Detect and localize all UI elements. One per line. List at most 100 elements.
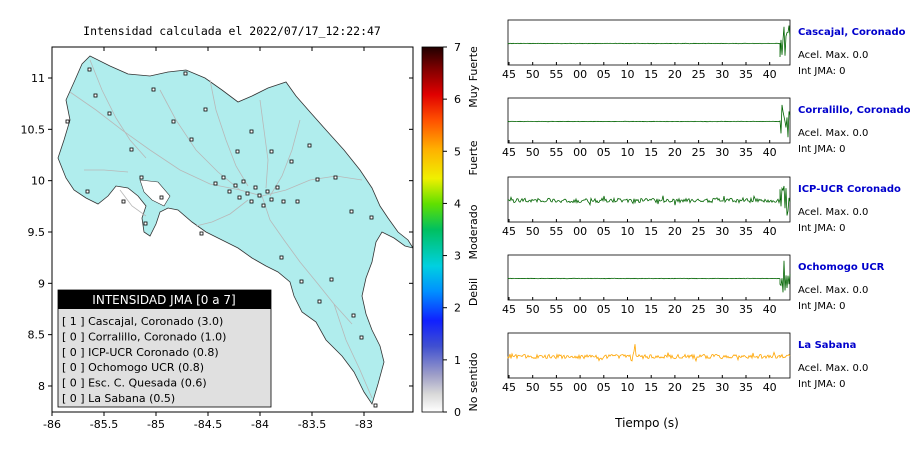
trace-x-tick-label: 10 (621, 146, 635, 159)
trace-x-tick-label: 15 (644, 225, 658, 238)
trace-x-tick-label: 30 (715, 381, 729, 394)
trace-x-tick-label: 15 (644, 146, 658, 159)
map-x-tick-label: -83 (355, 418, 373, 431)
trace-panel: 45 50 55 00 05 10 15 20 25 30 35 40 Cascajal, Corona… (502, 19, 906, 81)
trace-panel: 45 50 55 00 05 10 15 20 25 30 35 40 ICP-UCR Coronado… (502, 176, 901, 238)
colorbar-tick-label: 1 (454, 354, 461, 367)
waveform-trace (507, 25, 791, 58)
map-y-tick-label: 8.5 (28, 329, 46, 342)
trace-x-tick-label: 20 (668, 68, 682, 81)
trace-x-tick-label: 50 (526, 146, 540, 159)
colorbar-tick-label: 5 (454, 145, 461, 158)
trace-panel: 45 50 55 00 05 10 15 20 25 30 35 40 Ochomogo UCR Acel… (502, 254, 885, 316)
map-x-tick-label: -85 (147, 418, 165, 431)
colorbar-category-label: Debil (467, 278, 480, 306)
trace-x-tick-label: 05 (597, 68, 611, 81)
waveform-trace (507, 185, 791, 216)
trace-x-tick-label: 50 (526, 68, 540, 81)
legend-item: [ 0 ] Ochomogo UCR (0.8) (62, 361, 204, 374)
trace-frame (507, 176, 791, 223)
waveform-panel: 45 50 55 00 05 10 15 20 25 30 35 40 Cascajal, Corona… (502, 19, 910, 394)
trace-x-tick-label: 50 (526, 225, 540, 238)
station-name: La Sabana (798, 340, 856, 351)
map-x-tick-label: -85.5 (90, 418, 118, 431)
trace-x-tick-label: 05 (597, 381, 611, 394)
trace-x-tick-label: 30 (715, 146, 729, 159)
waveform-trace (507, 104, 791, 138)
trace-x-tick-label: 20 (668, 146, 682, 159)
legend-item: [ 0 ] La Sabana (0.5) (62, 392, 175, 405)
trace-x-tick-label: 25 (692, 146, 706, 159)
trace-x-tick-label: 15 (644, 303, 658, 316)
trace-x-tick-label: 00 (573, 68, 587, 81)
trace-x-tick-label: 30 (715, 303, 729, 316)
colorbar-tick-label: 4 (454, 197, 461, 210)
station-accel: Acel. Max. 0.0 (798, 363, 868, 374)
map-x-tick-label: -84 (251, 418, 269, 431)
colorbar-tick-label: 6 (454, 93, 461, 106)
legend-item: [ 0 ] Corralillo, Coronado (1.0) (62, 330, 226, 343)
trace-x-tick-label: 45 (502, 68, 516, 81)
station-markers (65, 67, 378, 408)
trace-x-tick-label: 00 (573, 381, 587, 394)
colorbar-category-label: Fuerte (467, 140, 480, 175)
trace-x-tick-label: 55 (549, 146, 563, 159)
waveform-trace (507, 344, 791, 363)
map-y-tick-label: 10 (31, 175, 45, 188)
traces-xlabel: Tiempo (s) (614, 416, 679, 430)
colorbar-tick-label: 2 (454, 302, 461, 315)
station-name: ICP-UCR Coronado (798, 184, 901, 195)
trace-x-tick-label: 35 (739, 225, 753, 238)
trace-x-tick-label: 25 (692, 303, 706, 316)
trace-x-tick-label: 40 (763, 303, 777, 316)
trace-x-tick-label: 45 (502, 225, 516, 238)
map-y-tick-label: 10.5 (21, 123, 46, 136)
legend-title: INTENSIDAD JMA [0 a 7] (92, 293, 235, 307)
station-intensity: Int JMA: 0 (798, 66, 846, 77)
colorbar-tick-label: 0 (454, 406, 461, 419)
trace-x-tick-label: 05 (597, 146, 611, 159)
trace-x-tick-label: 55 (549, 68, 563, 81)
trace-frame (507, 97, 791, 144)
station-intensity: Int JMA: 0 (798, 223, 846, 234)
trace-x-tick-label: 25 (692, 225, 706, 238)
trace-x-tick-label: 35 (739, 68, 753, 81)
trace-x-tick-label: 05 (597, 303, 611, 316)
trace-frame (507, 19, 791, 66)
trace-frame (507, 254, 791, 301)
trace-x-tick-label: 35 (739, 146, 753, 159)
trace-x-tick-label: 00 (573, 146, 587, 159)
trace-panel: 45 50 55 00 05 10 15 20 25 30 35 40 La Sabana Acel. M… (502, 332, 868, 394)
station-accel: Acel. Max. 0.0 (798, 207, 868, 218)
legend-item: [ 0 ] Esc. C. Quesada (0.6) (62, 377, 207, 390)
trace-x-tick-label: 40 (763, 225, 777, 238)
trace-x-tick-label: 50 (526, 381, 540, 394)
trace-x-tick-label: 10 (621, 68, 635, 81)
trace-x-tick-label: 20 (668, 381, 682, 394)
trace-x-tick-label: 20 (668, 225, 682, 238)
trace-panel: 45 50 55 00 05 10 15 20 25 30 35 40 Corralillo, Coro… (502, 97, 910, 159)
map-y-tick-label: 8 (38, 380, 45, 393)
trace-x-tick-label: 55 (549, 225, 563, 238)
trace-x-tick-label: 10 (621, 225, 635, 238)
trace-x-tick-label: 10 (621, 381, 635, 394)
map-title: Intensidad calculada el 2022/07/17_12:22… (83, 24, 381, 38)
trace-x-tick-label: 10 (621, 303, 635, 316)
station-accel: Acel. Max. 0.0 (798, 285, 868, 296)
station-name: Corralillo, Coronado (798, 105, 910, 116)
map-y-axis: 11 10.5 10 9.5 9 8.5 8 (21, 72, 413, 393)
trace-x-tick-label: 55 (549, 303, 563, 316)
trace-x-tick-label: 50 (526, 303, 540, 316)
trace-x-tick-label: 15 (644, 68, 658, 81)
trace-x-tick-label: 30 (715, 68, 729, 81)
trace-x-tick-label: 30 (715, 225, 729, 238)
colorbar-category-label: Moderado (467, 204, 480, 259)
trace-x-tick-label: 45 (502, 146, 516, 159)
station-intensity: Int JMA: 0 (798, 144, 846, 155)
map-x-axis: -86 -85.5 -85 -84.5 -84 -83.5 -83 (43, 47, 373, 431)
colorbar-tick-label: 3 (454, 250, 461, 263)
intensity-legend: INTENSIDAD JMA [0 a 7] [ 1 ] Cascajal, C… (57, 289, 272, 408)
station-intensity: Int JMA: 0 (798, 379, 846, 390)
map-x-tick-label: -84.5 (194, 418, 222, 431)
